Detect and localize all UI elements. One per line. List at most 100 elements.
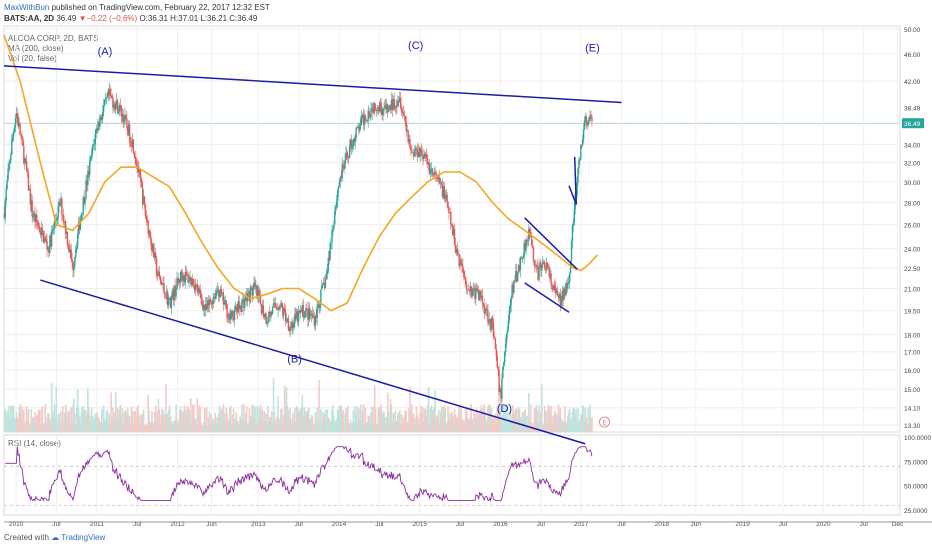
candle-body (38, 226, 41, 232)
candle-body (310, 313, 313, 316)
candle-body (235, 306, 238, 311)
candle-body (168, 297, 171, 300)
volume-bar (126, 407, 129, 432)
candle-body (10, 154, 12, 162)
candle-body (317, 304, 319, 306)
volume-bar (406, 421, 408, 432)
volume-bar (262, 422, 265, 432)
volume-bar (179, 406, 182, 432)
candle-body (387, 104, 389, 112)
candle-body (86, 180, 88, 186)
volume-bar (563, 423, 565, 432)
candle-body (532, 248, 535, 261)
candle-body (20, 134, 22, 137)
candle-body (9, 161, 11, 165)
candle-body (474, 289, 476, 299)
candle-body (254, 282, 256, 287)
footer: Created with ☁ TradingView (4, 533, 105, 542)
candle-body (335, 206, 337, 212)
price-tick-label: 32.00 (904, 160, 921, 167)
candle-body (274, 303, 277, 308)
volume-bar (324, 409, 327, 432)
volume-bar (5, 420, 7, 432)
volume-bar (118, 409, 121, 432)
volume-bar (263, 411, 266, 432)
created-with: Created with (4, 533, 49, 542)
volume-bar (330, 420, 332, 432)
volume-bar (310, 414, 313, 432)
candle-body (154, 253, 156, 258)
price-tick-label: 36.49 (904, 121, 921, 128)
wave-label: (C) (408, 40, 423, 52)
candle-body (141, 182, 143, 188)
candle-body (512, 284, 514, 293)
volume-bar (207, 417, 210, 432)
tradingview-link[interactable]: TradingView (61, 533, 106, 542)
author-link[interactable]: MaxWithBun (4, 3, 50, 12)
candle-body (89, 161, 91, 175)
volume-bar (366, 422, 369, 432)
trendline (573, 156, 578, 205)
candle-body (316, 305, 318, 319)
candle-body (361, 115, 363, 119)
candle-body (90, 154, 93, 156)
candle-body (580, 144, 582, 159)
candle-body (350, 139, 353, 149)
candle-body (185, 271, 187, 275)
volume-bar (478, 414, 481, 432)
volume-bar (424, 408, 426, 432)
time-tick-label: 2011 (90, 521, 104, 528)
candle-body (384, 105, 386, 109)
volume-bar (397, 412, 399, 432)
candle-body (45, 238, 47, 241)
volume-bar (502, 425, 504, 432)
candle-body (406, 130, 408, 132)
candle-body (136, 164, 138, 167)
candle-body (104, 98, 107, 100)
volume-bar (113, 419, 115, 432)
candle-body (472, 287, 474, 296)
candle-body (128, 124, 131, 142)
candle-body (107, 92, 109, 96)
candle-body (43, 237, 45, 243)
candle-body (591, 117, 593, 122)
volume-bar (133, 411, 136, 432)
price-tick-label: 22.50 (904, 266, 921, 273)
volume-bar (97, 417, 99, 432)
volume-bar (435, 415, 437, 432)
candle-body (315, 316, 317, 319)
candle-body (492, 323, 495, 337)
candle-body (400, 107, 403, 113)
candle-body (18, 123, 20, 127)
candle-body (321, 285, 323, 290)
candle-body (39, 231, 42, 235)
volume-bar (178, 409, 181, 432)
candle-body (112, 97, 114, 108)
candle-body (129, 141, 132, 144)
volume-bar (95, 413, 98, 432)
candle-body (516, 271, 518, 282)
volume-bar (460, 407, 462, 432)
candle-body (412, 153, 415, 157)
candle-body (91, 145, 94, 155)
volume-bar (215, 416, 217, 432)
candle-body (481, 295, 484, 303)
candle-body (61, 198, 63, 215)
candle-body (141, 187, 144, 205)
volume-bar (346, 410, 348, 432)
candle-body (80, 214, 83, 220)
candle-body (480, 295, 483, 298)
volume-bar (242, 421, 244, 432)
candle-body (155, 258, 158, 276)
time-tick-label: Jul (375, 521, 384, 528)
volume-bar (180, 410, 183, 432)
candle-body (151, 244, 153, 252)
volume-bar (504, 404, 507, 432)
volume-bar (178, 423, 180, 432)
candle-body (402, 112, 405, 115)
candle-body (69, 249, 71, 253)
volume-bar (250, 417, 253, 432)
volume-bar (309, 419, 312, 432)
candle-body (296, 311, 299, 322)
